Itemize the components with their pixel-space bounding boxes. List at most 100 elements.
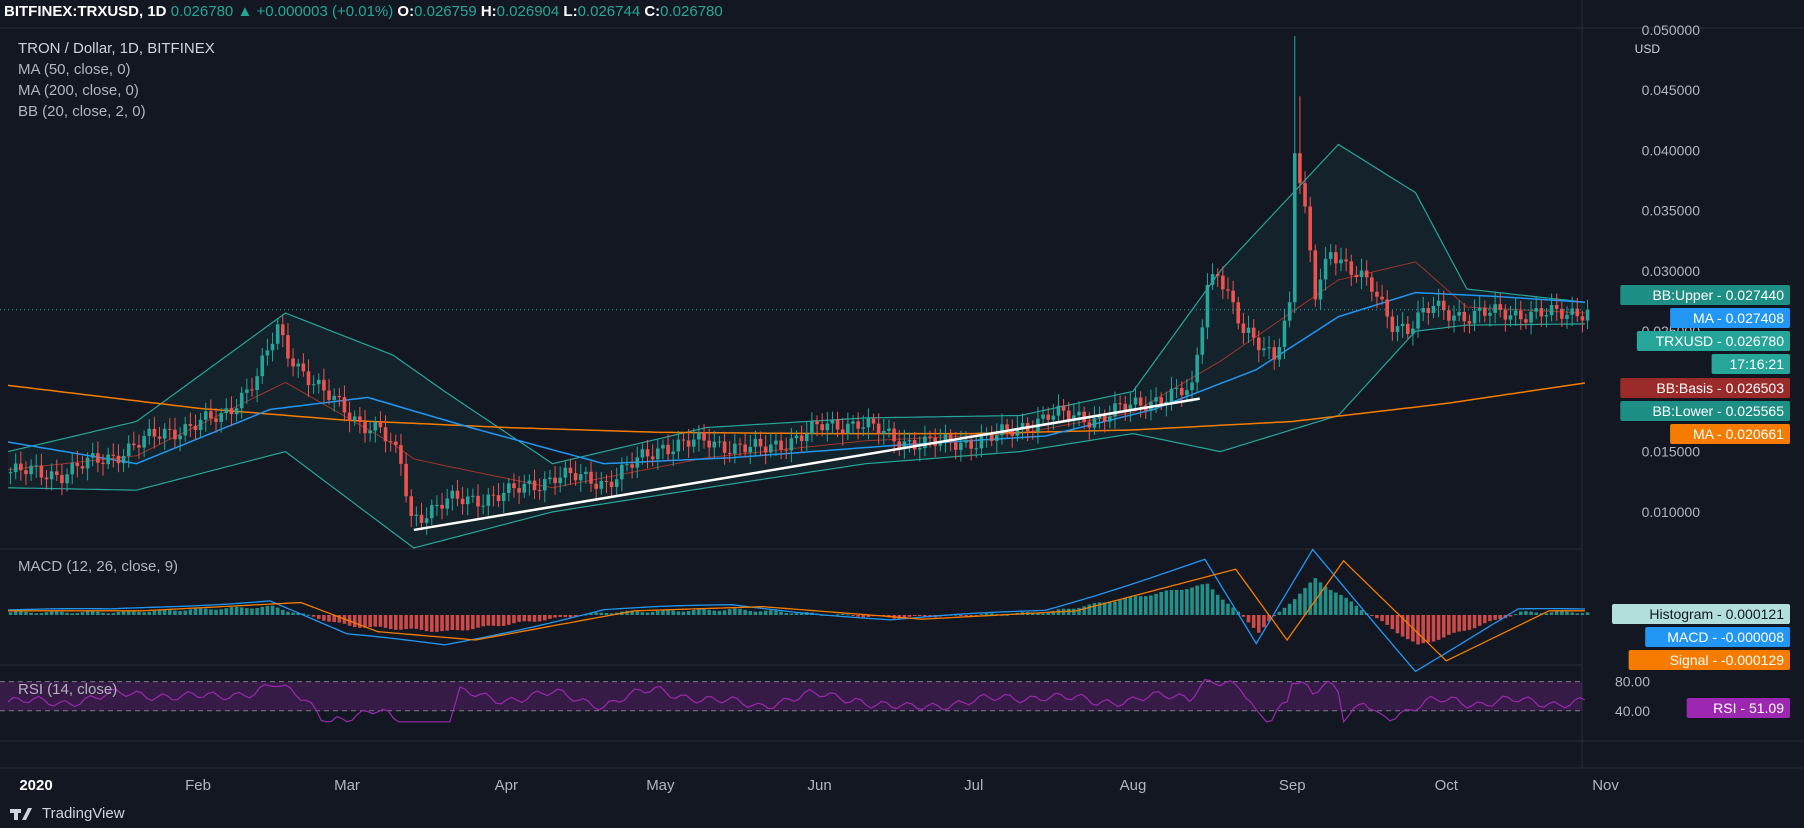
price-badge [1670,424,1790,444]
macd-histogram-bar [558,615,562,617]
macd-histogram-bar [1570,612,1574,615]
candle-body [85,457,90,469]
candle-body [80,466,85,469]
candle-body [568,467,573,474]
high-label: H: [480,3,497,20]
rsi-line [7,678,1586,724]
candle-body [897,441,902,449]
candle-body [19,463,23,471]
macd-histogram-bar [383,615,388,628]
candle-body [1195,354,1199,383]
candle-body [1405,323,1410,334]
candle-body [255,376,259,391]
macd-histogram-bar [1128,596,1133,615]
symbol-label[interactable]: BITFINEX:TRXUSD, 1D [4,3,167,20]
macd-histogram-bar [630,610,634,615]
candle-body [198,419,203,430]
candle-body [188,424,193,426]
macd-histogram-bar [183,610,188,615]
macd-histogram-bar [1133,596,1138,615]
rsi-legend[interactable]: RSI (14, close) [18,681,118,698]
macd-histogram-bar [1421,615,1425,644]
candle-body [471,495,475,497]
candle-body [691,439,696,447]
candle-body [1457,311,1461,316]
candle-body [1072,415,1076,420]
candle-body [373,421,378,431]
macd-histogram-bar [496,615,501,627]
ma200-legend[interactable]: MA (200, close, 0) [18,82,139,99]
macd-histogram-bar [440,615,444,632]
candle-body [1529,311,1533,323]
macd-histogram-bar [1277,611,1282,615]
macd-histogram-bar [250,608,254,615]
tradingview-footer[interactable]: TradingView [10,805,125,822]
candle-body [1395,326,1400,332]
candle-body [1575,308,1580,317]
candle-body [234,408,239,415]
candle-body [681,439,686,441]
candle-body [645,449,650,457]
open-label: O: [397,3,415,20]
macd-histogram-bar [1215,594,1220,615]
macd-histogram-bar [835,614,840,616]
low-label: L: [563,3,578,20]
candle-body [989,434,994,441]
tradingview-logo-icon [10,807,36,821]
candle-body [1431,305,1436,313]
macd-histogram-bar [501,615,506,626]
candle-body [717,441,722,443]
macd-histogram-bar [1344,597,1348,615]
macd-histogram-bar [537,615,542,622]
candle-body [1159,397,1163,405]
candle-body [481,505,485,507]
macd-histogram-bar [29,612,33,615]
candle-body [1174,387,1179,389]
candle-body [1020,423,1025,429]
candle-body [501,493,506,502]
macd-histogram-bar [162,609,167,615]
macd-histogram-bar [1518,611,1523,615]
macd-histogram-bar [1585,612,1590,615]
candle-body [866,418,871,428]
candle-body [753,438,758,447]
macd-histogram-bar [121,610,126,615]
macd-histogram-bar [532,615,537,622]
macd-histogram-bar [1375,615,1379,619]
candle-body [265,350,270,356]
macd-histogram-bar [358,615,362,628]
macd-histogram-bar [1123,598,1128,615]
candle-body [1334,252,1338,264]
candle-body [1108,416,1112,422]
macd-histogram-bar [1426,615,1431,643]
macd-histogram-bar [917,615,922,616]
candle-body [311,384,316,386]
macd-histogram-bar [717,610,722,615]
candle-body [553,477,557,484]
ma50-legend[interactable]: MA (50, close, 0) [18,61,131,78]
candle-body [810,421,814,434]
bb-legend[interactable]: BB (20, close, 2, 0) [18,103,146,120]
macd-histogram-bar [316,615,321,619]
candle-body [507,483,511,494]
candle-body [1118,403,1122,405]
macd-histogram-bar [1108,602,1112,615]
candle-body [1077,411,1081,416]
candle-body [1051,415,1056,420]
macd-histogram-bar [784,612,789,615]
macd-histogram-bar [1544,613,1549,615]
candle-body [1323,258,1328,280]
macd-histogram-bar [219,609,223,615]
candle-body [1133,397,1138,405]
candle-body [450,490,455,499]
candle-body [995,435,999,441]
candle-body [1231,290,1235,303]
macd-legend[interactable]: MACD (12, 26, close, 9) [18,558,179,575]
candle-body [1190,382,1194,391]
macd-histogram-bar [671,610,676,615]
macd-histogram-bar [635,611,640,615]
macd-histogram-bar [1334,592,1338,615]
candle-body [409,496,414,517]
candle-body [1508,315,1513,320]
